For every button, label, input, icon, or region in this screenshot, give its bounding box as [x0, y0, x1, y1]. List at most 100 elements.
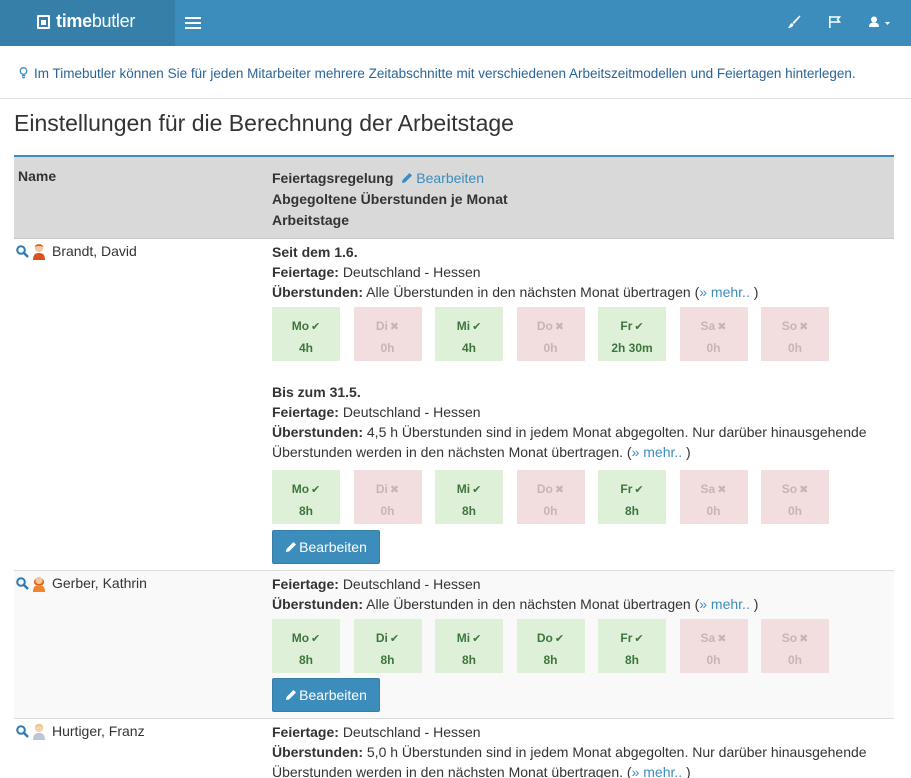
weekday-hours: 0h	[380, 341, 395, 355]
weekday-hours: 2h 30m	[611, 341, 653, 355]
edit-holiday-rule-link[interactable]: Bearbeiten	[401, 170, 484, 186]
more-link[interactable]: » mehr..	[699, 596, 750, 612]
check-icon: ✔	[389, 633, 400, 645]
weekday-label: So	[781, 319, 798, 333]
weekday-tile-do: Do ✖ 0h	[516, 307, 585, 361]
weekday-hours: 8h	[298, 653, 313, 667]
more-link[interactable]: » mehr..	[631, 444, 683, 460]
overtime-line: Überstunden: 4,5 h Überstunden sind in j…	[272, 424, 867, 440]
edit-button[interactable]: Bearbeiten	[272, 530, 380, 564]
more-link[interactable]: » mehr..	[631, 764, 683, 778]
flag-icon[interactable]	[828, 14, 841, 32]
cross-icon: ✖	[717, 484, 727, 496]
weekday-tile-mi: Mi ✔ 8h	[435, 470, 503, 524]
search-icon[interactable]	[16, 245, 29, 258]
weekday-hours: 8h	[543, 653, 558, 667]
weekday-hours: 0h	[706, 341, 721, 355]
user-menu-icon[interactable]	[868, 14, 894, 32]
brush-icon[interactable]	[787, 14, 801, 32]
weekday-label: Sa	[700, 482, 716, 496]
cross-icon: ✖	[554, 484, 565, 496]
brand-logo[interactable]: timebutler	[0, 0, 175, 46]
table-row: Hurtiger, Franz Feiertage: Deutschland -…	[14, 719, 894, 778]
menu-toggle-icon[interactable]	[185, 16, 201, 29]
cross-icon: ✖	[799, 321, 809, 333]
table-row: Brandt, David Seit dem 1.6. Feiertage: D…	[14, 239, 894, 571]
weekday-hours: 8h	[624, 504, 639, 518]
edit-button[interactable]: Bearbeiten	[272, 678, 380, 712]
weekday-label: Fr	[620, 631, 633, 645]
cross-icon: ✖	[717, 321, 727, 333]
employee-settings: Seit dem 1.6. Feiertage: Deutschland - H…	[272, 242, 887, 564]
weekday-label: So	[781, 482, 798, 496]
holidays-line: Feiertage: Deutschland - Hessen	[272, 724, 481, 740]
column-header-name: Name	[18, 168, 57, 184]
pencil-icon	[402, 173, 413, 183]
info-bar: Im Timebutler können Sie für jeden Mitar…	[0, 46, 911, 99]
weekday-tile-fr: Fr ✔ 8h	[598, 619, 666, 673]
weekday-hours: 0h	[543, 504, 558, 518]
employee-cell: Gerber, Kathrin	[16, 574, 147, 592]
table-row: Gerber, Kathrin Feiertage: Deutschland -…	[14, 571, 894, 719]
weekday-label: Do	[536, 482, 553, 496]
male-avatar-icon	[33, 243, 45, 260]
period-title: Bis zum 31.5.	[272, 384, 361, 400]
overtime-line: Überstunden: Alle Überstunden in den näc…	[272, 596, 759, 612]
weekday-label: Mo	[291, 319, 310, 333]
weekday-label: Di	[375, 319, 388, 333]
logo-icon	[37, 15, 50, 29]
top-navbar: timebutler	[0, 0, 911, 46]
check-icon: ✔	[634, 484, 644, 496]
weekday-label: Mo	[291, 482, 310, 496]
weekday-hours: 0h	[380, 504, 395, 518]
employee-cell: Brandt, David	[16, 242, 137, 260]
workdays-table: Name Feiertagsregelung Bearbeiten Abgego…	[14, 155, 894, 778]
pencil-icon	[286, 542, 297, 552]
cross-icon: ✖	[389, 321, 400, 333]
weekday-hours: 8h	[624, 653, 639, 667]
employee-name[interactable]: Hurtiger, Franz	[52, 723, 145, 739]
weekday-tile-do: Do ✔ 8h	[516, 619, 585, 673]
brand-name: timebutler	[56, 11, 136, 31]
weekday-hours: 4h	[461, 341, 476, 355]
weekday-tile-mo: Mo ✔ 4h	[272, 307, 340, 361]
search-icon[interactable]	[16, 725, 29, 738]
overtime-line-cont: Überstunden werden in den nächsten Monat…	[272, 444, 691, 460]
weekday-grid: Mo ✔ 4h Di ✖ 0h Mi ✔ 4h Do ✖ 0h Fr ✔ 2h 30m Sa ✖ 0h So ✖ 0h	[272, 307, 887, 361]
weekday-tile-mi: Mi ✔ 4h	[435, 307, 503, 361]
check-icon: ✔	[311, 633, 321, 645]
weekday-label: Do	[536, 631, 553, 645]
weekday-hours: 0h	[543, 341, 558, 355]
weekday-label: Di	[375, 631, 388, 645]
employee-name[interactable]: Gerber, Kathrin	[52, 575, 147, 591]
search-icon[interactable]	[16, 577, 29, 590]
weekday-hours: 8h	[380, 653, 395, 667]
weekday-hours: 0h	[706, 504, 721, 518]
weekday-tile-do: Do ✖ 0h	[516, 470, 585, 524]
page-title: Einstellungen für die Berechnung der Arb…	[14, 110, 514, 136]
cross-icon: ✖	[799, 484, 809, 496]
check-icon: ✔	[472, 633, 482, 645]
weekday-tile-di: Di ✖ 0h	[353, 470, 422, 524]
column-header-holiday-rule: Feiertagsregelung	[272, 170, 394, 186]
cross-icon: ✖	[717, 633, 727, 645]
weekday-tile-so: So ✖ 0h	[761, 307, 829, 361]
info-text: Im Timebutler können Sie für jeden Mitar…	[19, 66, 856, 81]
weekday-tile-sa: Sa ✖ 0h	[679, 470, 748, 524]
check-icon: ✔	[311, 484, 321, 496]
pencil-icon	[286, 690, 297, 700]
weekday-label: Sa	[700, 631, 716, 645]
check-icon: ✔	[634, 321, 644, 333]
weekday-label: Sa	[700, 319, 716, 333]
check-icon: ✔	[311, 321, 321, 333]
weekday-tile-mo: Mo ✔ 8h	[272, 470, 340, 524]
weekday-tile-fr: Fr ✔ 8h	[598, 470, 666, 524]
weekday-hours: 0h	[787, 653, 802, 667]
overtime-line-cont: Überstunden werden in den nächsten Monat…	[272, 764, 691, 778]
weekday-label: Mi	[456, 631, 471, 645]
employee-name[interactable]: Brandt, David	[52, 243, 137, 259]
more-link[interactable]: » mehr..	[699, 284, 750, 300]
weekday-label: Di	[375, 482, 388, 496]
weekday-label: Fr	[620, 482, 633, 496]
weekday-tile-di: Di ✖ 0h	[353, 307, 422, 361]
